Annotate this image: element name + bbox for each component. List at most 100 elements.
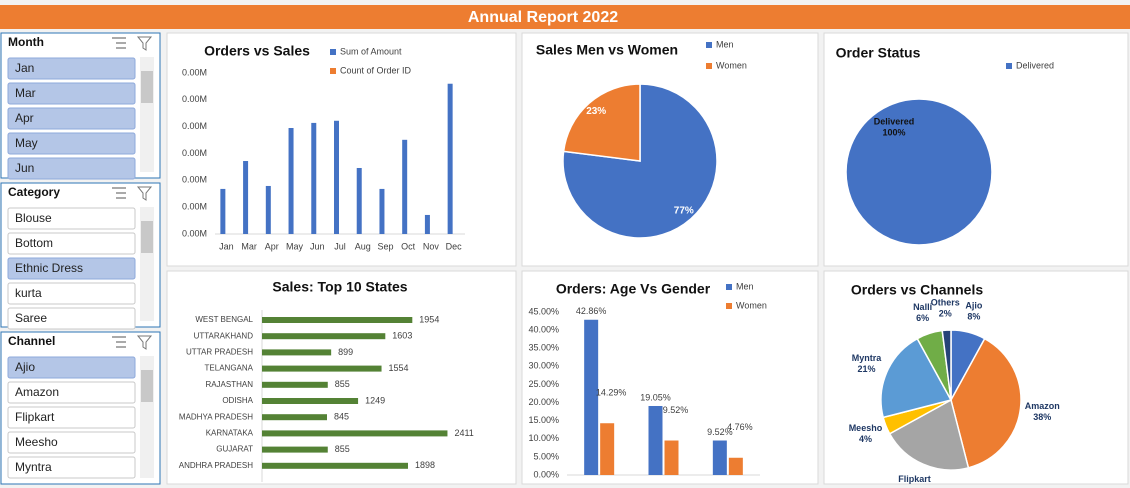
x-tick-label: Sep — [377, 241, 393, 251]
x-tick-label: Jan — [219, 241, 234, 251]
y-tick-label: ODISHA — [222, 396, 253, 405]
bar — [728, 457, 743, 475]
data-label: 2411 — [454, 428, 473, 438]
y-tick-label: TELANGANA — [205, 364, 254, 373]
data-label: 19.05% — [640, 392, 671, 402]
slicer-item[interactable] — [7, 456, 136, 479]
legend-swatch — [726, 284, 732, 290]
y-tick-label: 0.00M — [182, 202, 207, 212]
pie-slice — [950, 337, 1022, 469]
data-label-name: Amazon — [1025, 401, 1060, 411]
slicer-item[interactable] — [7, 257, 136, 280]
y-tick-label: 10.00% — [528, 433, 559, 443]
data-label: 77% — [674, 205, 694, 216]
slicer-panel — [0, 32, 161, 179]
chart-panel — [166, 270, 517, 485]
bar — [334, 120, 339, 234]
y-tick-label: 20.00% — [528, 397, 559, 407]
slicer-item-label: Mar — [15, 86, 36, 100]
slicer-item-label: Jan — [15, 61, 34, 75]
slicer-item[interactable] — [7, 406, 136, 429]
scroll-thumb[interactable] — [141, 221, 153, 253]
y-tick-label: 40.00% — [528, 324, 559, 334]
data-label: 899 — [338, 347, 353, 357]
y-tick-label: WEST BENGAL — [195, 315, 253, 324]
slicer-item-label: Flipkart — [15, 410, 55, 424]
data-label-name: Nalli — [913, 302, 932, 312]
slicer-item[interactable] — [7, 282, 136, 305]
slicer-title: Month — [8, 35, 44, 49]
data-label: 1954 — [419, 314, 439, 324]
data-label-name: Myntra — [852, 353, 882, 363]
slicer-item[interactable] — [7, 82, 136, 105]
clear-filter-icon[interactable] — [136, 186, 153, 201]
pie-slice — [562, 83, 718, 239]
slicer-item[interactable] — [7, 157, 136, 180]
slicer-item-label: Meesho — [15, 435, 58, 449]
x-tick-label: Apr — [265, 241, 279, 251]
multi-select-icon[interactable] — [112, 336, 126, 348]
data-label: 100% — [882, 127, 905, 137]
slicer-item[interactable] — [7, 132, 136, 155]
bar — [447, 83, 453, 234]
slicer-item-label: Saree — [15, 311, 47, 325]
bar — [584, 319, 599, 475]
x-tick-label: Oct — [401, 241, 416, 251]
slicer-item-label: Apr — [15, 111, 34, 125]
slicer-item-label: kurta — [15, 286, 42, 300]
clear-filter-icon[interactable] — [136, 36, 153, 51]
legend-swatch — [330, 68, 336, 74]
data-label: 1554 — [389, 363, 409, 373]
scroll-thumb[interactable] — [141, 71, 153, 103]
clear-filter-icon[interactable] — [136, 335, 153, 350]
multi-select-icon[interactable] — [112, 37, 126, 49]
multi-select-icon[interactable] — [112, 187, 126, 199]
chart-title: Orders: Age Vs Gender — [556, 281, 711, 297]
bar — [262, 430, 448, 437]
bar — [262, 446, 328, 453]
data-label: 38% — [1033, 412, 1051, 422]
slicer-item[interactable] — [7, 57, 136, 80]
bar — [262, 414, 327, 421]
data-label-name: Others — [931, 298, 960, 308]
bar — [265, 185, 271, 234]
chart-title: Sales: Top 10 States — [272, 279, 407, 295]
y-tick-label: 0.00M — [182, 121, 207, 131]
bar — [262, 462, 408, 469]
data-label: 23% — [586, 106, 606, 117]
data-label: 1603 — [392, 331, 412, 341]
scroll-thumb[interactable] — [141, 370, 153, 402]
data-label: 1898 — [415, 460, 435, 470]
legend-label: Women — [716, 60, 747, 70]
slicer-title: Channel — [8, 334, 55, 348]
legend-label: Men — [716, 39, 734, 49]
data-label: 6% — [916, 313, 929, 323]
legend-swatch — [726, 303, 732, 309]
slicer-item[interactable] — [7, 207, 136, 230]
data-label: 4% — [859, 434, 872, 444]
bar — [262, 349, 332, 356]
slicer-item-label: Amazon — [15, 385, 59, 399]
x-tick-label: Aug — [355, 241, 371, 251]
data-label: 1249 — [365, 395, 385, 405]
slicer-item[interactable] — [7, 356, 136, 379]
slicer-item[interactable] — [7, 107, 136, 130]
slicer-item[interactable] — [7, 431, 136, 454]
pie-slice — [888, 398, 970, 471]
slicer-item-label: Blouse — [15, 211, 52, 225]
y-tick-label: 25.00% — [528, 379, 559, 389]
legend-label: Women — [736, 300, 767, 310]
data-label: 14.29% — [596, 388, 627, 398]
legend-swatch — [330, 49, 336, 55]
slicer-item[interactable] — [7, 381, 136, 404]
bar — [402, 139, 408, 234]
slicer-item[interactable] — [7, 232, 136, 255]
bar — [262, 398, 359, 404]
legend-swatch — [1006, 63, 1012, 69]
data-label: 9.52% — [663, 405, 689, 415]
slicer-item[interactable] — [7, 307, 136, 330]
y-tick-label: 0.00M — [182, 175, 207, 185]
y-tick-label: 45.00% — [528, 306, 559, 316]
y-tick-label: GUJARAT — [216, 445, 253, 454]
